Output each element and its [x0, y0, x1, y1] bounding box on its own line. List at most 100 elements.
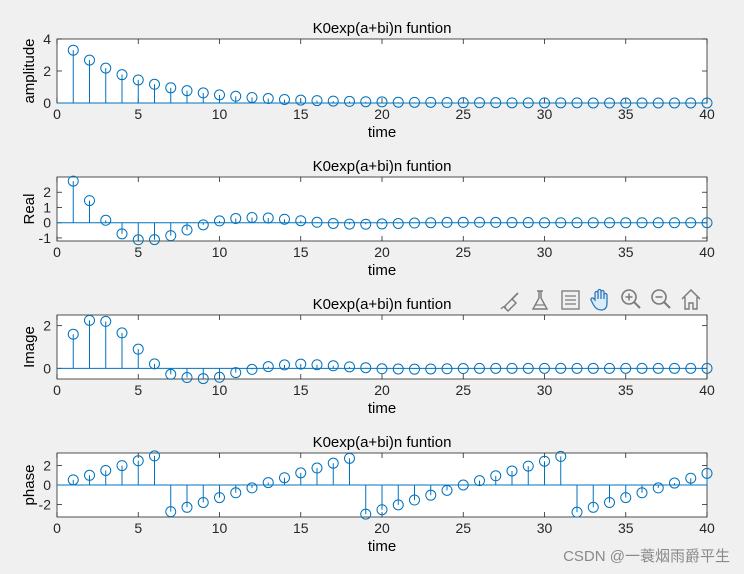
x-tick-label: 30 [537, 520, 553, 536]
stem-marker [457, 97, 469, 109]
y-axis-label-1: amplitude [21, 38, 38, 103]
x-tick-label: 40 [699, 520, 715, 536]
y-axis-label-3: Image [21, 326, 38, 368]
stem-marker [425, 489, 437, 501]
zoom-in-icon[interactable] [621, 289, 641, 309]
stem-marker [555, 450, 567, 462]
x-tick-label: 25 [455, 382, 471, 398]
stem-marker [457, 363, 469, 375]
stem-marker [262, 477, 274, 489]
x-tick-label: 5 [134, 106, 142, 122]
y-axis-label-2: Real [21, 194, 38, 225]
zoom-out-icon[interactable] [651, 289, 671, 309]
stem-marker [311, 95, 323, 107]
x-tick-label: 15 [293, 382, 309, 398]
stem-marker [100, 214, 112, 226]
stem-marker [409, 494, 420, 506]
stem-marker [295, 215, 307, 227]
x-tick-label: 0 [53, 106, 61, 122]
plot-area-1 [56, 38, 708, 104]
stem-marker [555, 217, 567, 229]
stem-marker [295, 94, 307, 106]
stem-marker [67, 474, 79, 486]
stem-marker [490, 362, 502, 374]
stem-marker [327, 217, 339, 229]
x-tick-label: 15 [293, 244, 309, 260]
stem-marker [149, 78, 160, 90]
stem-marker [84, 54, 95, 66]
stem-marker [116, 228, 128, 240]
y-tick-label: 2 [43, 318, 51, 334]
stem-marker [295, 467, 307, 479]
stem-marker [636, 97, 648, 109]
stem-marker [652, 482, 664, 494]
stem-marker [311, 216, 323, 228]
stem-marker [474, 362, 485, 374]
stem-marker [474, 216, 485, 228]
x-tick-label: 20 [374, 244, 390, 260]
y-tick-label: 0 [43, 215, 51, 231]
stem-marker [360, 508, 372, 520]
x-tick-label: 20 [374, 382, 390, 398]
x-tick-label: 10 [212, 106, 228, 122]
home-icon[interactable] [681, 288, 701, 310]
x-tick-label: 0 [53, 520, 61, 536]
stem-marker [620, 97, 632, 109]
stem-marker [539, 217, 550, 229]
stem-marker [539, 455, 550, 467]
stem-marker [457, 479, 469, 491]
y-tick-label: -1 [39, 230, 52, 246]
plot-area-2 [56, 176, 708, 242]
stem-marker [409, 363, 420, 375]
stem-marker [587, 217, 599, 229]
stem-marker [522, 362, 534, 374]
stem-marker [67, 328, 79, 340]
stem-marker [327, 95, 339, 107]
stem-marker [587, 501, 599, 513]
legend-icon[interactable] [561, 290, 580, 310]
stem-marker [539, 362, 550, 374]
stem-marker [457, 216, 469, 228]
stem-marker [604, 217, 615, 229]
y-tick-label: 4 [43, 31, 51, 47]
x-axis-label-4: time [368, 538, 396, 555]
stem-marker [652, 362, 664, 374]
stem-marker [376, 218, 388, 230]
data-cursor-icon[interactable] [531, 290, 549, 310]
brush-icon[interactable] [500, 292, 519, 312]
stem-marker [425, 363, 437, 375]
x-tick-label: 25 [455, 520, 471, 536]
stem-marker [360, 218, 372, 230]
stem-marker [392, 499, 404, 511]
stem-marker [84, 314, 95, 326]
x-tick-label: 35 [618, 244, 634, 260]
stem-marker [392, 363, 404, 375]
stem-marker [506, 465, 518, 477]
x-tick-label: 20 [374, 106, 390, 122]
pan-icon[interactable] [590, 288, 608, 311]
stem-marker [376, 504, 388, 516]
stem-marker [441, 363, 453, 375]
chart-title-3: K0exp(a+bi)n funtion [313, 296, 452, 313]
stem-marker [344, 452, 355, 464]
stem-marker [490, 216, 502, 228]
x-tick-label: 0 [53, 382, 61, 398]
stem-marker [652, 97, 664, 109]
stem-marker [604, 362, 615, 374]
stem-marker [327, 457, 339, 469]
stem-marker [685, 472, 697, 484]
y-tick-label: 2 [43, 458, 51, 474]
stem-marker [701, 217, 713, 229]
stem-marker [344, 95, 355, 107]
stem-marker [522, 217, 534, 229]
stem-marker [604, 496, 615, 508]
stem-marker [132, 234, 144, 246]
stem-marker [132, 343, 144, 355]
stem-marker [181, 85, 193, 97]
stem-marker [181, 224, 193, 236]
stem-marker [474, 475, 485, 487]
stem-marker [425, 217, 437, 229]
stem-marker [230, 487, 242, 499]
stem-marker [652, 217, 664, 229]
